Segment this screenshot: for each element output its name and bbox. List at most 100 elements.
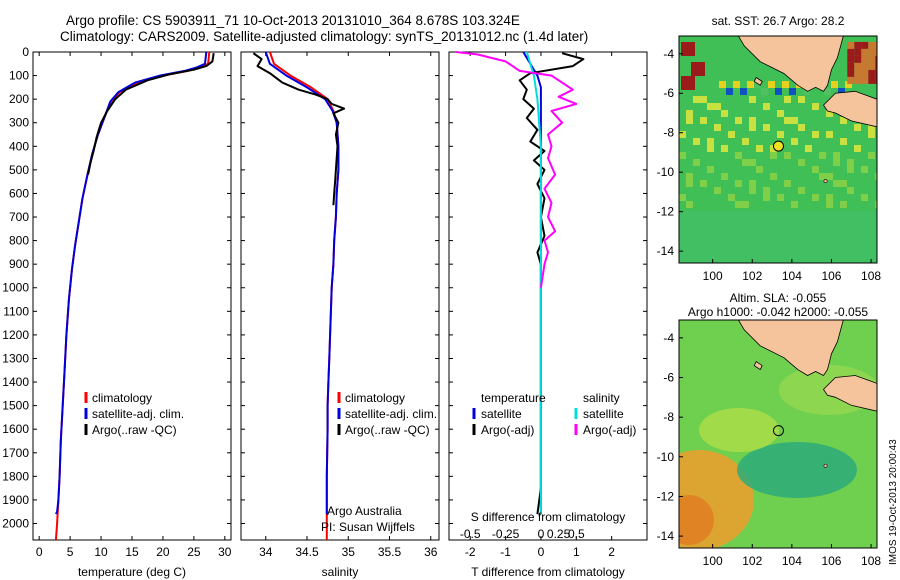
sst-cell xyxy=(798,124,805,131)
sst-cell xyxy=(840,201,847,208)
temperature-xtick-label: 15 xyxy=(125,545,139,559)
sst-coastal-cell xyxy=(740,88,747,95)
sst-map-xtick-label: 106 xyxy=(821,269,841,283)
sst-cell xyxy=(833,180,840,187)
temperature-xtick-label: 10 xyxy=(94,545,108,559)
temperature-ytick-label: 1800 xyxy=(2,469,29,483)
sla-map-panel: 100 102 104 106 108 -4 -6 -8 -10 -12 -14 Altim. SLA… xyxy=(657,291,882,568)
sst-cell xyxy=(763,187,770,194)
temperature-series-line xyxy=(55,51,208,515)
temperature-ytick-label: 1900 xyxy=(2,493,29,507)
sst-cell xyxy=(735,201,742,208)
temperature-ytick-label: 800 xyxy=(9,234,29,248)
sst-cell xyxy=(840,180,847,187)
temperature-ytick-label: 600 xyxy=(9,186,29,200)
sst-cell xyxy=(784,152,791,159)
difference-stick-label: -0.25 xyxy=(492,527,520,541)
salinity-xtick-label: 34.5 xyxy=(295,545,319,559)
sst-coastal-cell xyxy=(733,81,740,88)
sla-map-ytick-label: -4 xyxy=(663,331,674,345)
salinity-xtick-label: 35.5 xyxy=(378,545,402,559)
sst-land-heat-cell xyxy=(875,62,877,70)
sst-cell xyxy=(679,152,686,159)
sst-land-heat-cell xyxy=(896,63,900,70)
figure-title-line1: Argo profile: CS 5903911_71 10-Oct-2013 … xyxy=(66,13,520,28)
difference-xtick-label: 1 xyxy=(573,545,580,559)
difference-plot-frame xyxy=(448,51,648,541)
sst-cell xyxy=(742,138,749,145)
temperature-legend-label: climatology xyxy=(92,391,152,405)
sst-cell xyxy=(693,96,700,103)
sst-cell xyxy=(756,145,763,152)
sla-map-map-frame xyxy=(678,319,878,549)
sla-map-xtick-label: 100 xyxy=(703,554,723,568)
temperature-ytick-label: 900 xyxy=(9,257,29,271)
sst-cell xyxy=(728,131,735,138)
figure-title-line2: Climatology: CARS2009. Satellite-adjuste… xyxy=(60,29,589,44)
difference-legend-header-temperature: temperature xyxy=(481,391,546,405)
sst-cell xyxy=(735,152,742,159)
sst-map-title: sat. SST: 26.7 Argo: 28.2 xyxy=(712,14,845,28)
sst-cell xyxy=(784,96,791,103)
sst-land-heat-cell xyxy=(868,69,876,77)
sst-land-heat-cell xyxy=(868,55,876,63)
sst-cell xyxy=(707,103,714,110)
temperature-legend-label: satellite-adj. clim. xyxy=(92,407,184,421)
sst-land-heat-cell xyxy=(854,62,862,70)
sst-cell xyxy=(749,159,756,166)
sst-coastal-cell xyxy=(824,88,831,95)
sst-cell xyxy=(798,187,805,194)
sst-cell xyxy=(714,187,721,194)
sst-cell xyxy=(868,131,875,138)
sst-cell xyxy=(707,138,714,145)
sst-land-heat-cell xyxy=(896,77,900,84)
sst-map-ytick-label: -8 xyxy=(663,126,674,140)
sst-cell xyxy=(721,145,728,152)
sst-coastal-cell xyxy=(761,88,768,95)
temperature-plot-frame xyxy=(32,51,232,541)
sst-map-xtick-label: 104 xyxy=(782,269,802,283)
salinity-xtick-label: 36 xyxy=(424,545,438,559)
sst-cell xyxy=(840,138,847,145)
sst-cell xyxy=(826,194,833,201)
sst-land-heat-cell xyxy=(896,70,900,77)
sst-map-land-java xyxy=(822,90,877,128)
sst-cell xyxy=(707,166,714,173)
sst-land-heat-cell xyxy=(875,48,877,56)
sst-coastal-cell xyxy=(831,81,838,88)
difference-stick-label: 0.25 xyxy=(547,527,571,541)
difference-legend-label: Argo(-adj) xyxy=(583,423,636,437)
difference-xtick-label: -2 xyxy=(465,545,476,559)
sst-land-heat-cell xyxy=(861,62,869,70)
temperature-ytick-label: 400 xyxy=(9,139,29,153)
sst-land-heat-cell xyxy=(868,62,876,70)
sst-land-heat-cell xyxy=(854,48,862,56)
sst-cell xyxy=(784,117,791,124)
sst-cell xyxy=(700,117,707,124)
sst-cell xyxy=(770,152,777,159)
temperature-xtick-label: 5 xyxy=(67,545,74,559)
sla-map-subtitle: Argo h1000: -0.042 h2000: -0.055 xyxy=(688,305,868,319)
sla-map-ytick-label: -8 xyxy=(663,410,674,424)
sla-map-ytick-label: -6 xyxy=(663,370,674,384)
sst-cell xyxy=(861,194,868,201)
sst-map-island xyxy=(753,76,763,86)
sst-land-heat-cell xyxy=(847,41,855,49)
sst-cell xyxy=(875,173,877,180)
sst-map-ytick-label: -12 xyxy=(657,205,675,219)
sst-land-heat-cell xyxy=(847,48,855,56)
sst-land-heat-cell xyxy=(847,69,855,77)
sst-cell xyxy=(756,166,763,173)
sst-land-heat-cell xyxy=(847,62,855,70)
sst-cell xyxy=(763,103,770,110)
sst-cell xyxy=(742,201,749,208)
sst-land-heat-cell xyxy=(854,55,862,63)
temperature-legend-label: Argo(..raw -QC) xyxy=(92,423,177,437)
sst-cell xyxy=(875,201,877,208)
sst-map-ytick-label: -14 xyxy=(657,244,675,258)
sst-coastal-cell xyxy=(803,88,810,95)
sst-coastal-cell xyxy=(726,88,733,95)
sst-hot-cell xyxy=(681,42,695,56)
sst-cell xyxy=(693,138,700,145)
sst-map-ytick-label: -10 xyxy=(657,165,675,179)
